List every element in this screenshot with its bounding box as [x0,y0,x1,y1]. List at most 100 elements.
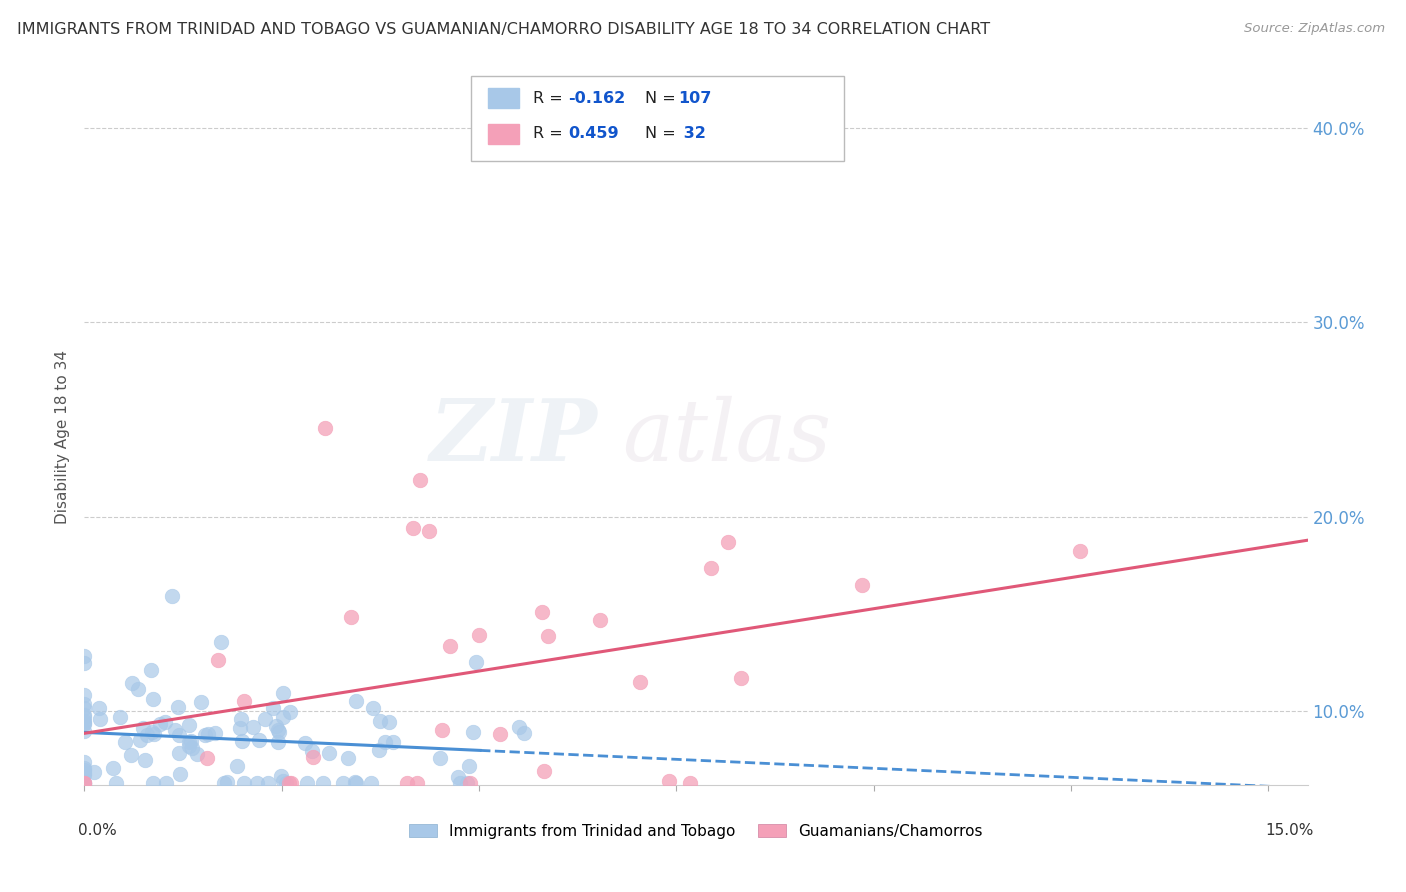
Point [253,712,276,726]
Point [195,751,218,765]
Point [142,776,165,790]
Point [270,769,292,783]
Point [344,694,367,708]
Point [658,773,681,788]
Point [395,776,418,790]
Point [266,723,288,737]
Point [1069,543,1091,558]
Point [449,776,471,790]
Point [463,725,485,739]
Point [382,734,405,748]
Point [294,735,316,749]
Point [190,694,212,708]
Point [340,609,363,624]
Point [314,421,336,435]
Point [73,765,96,780]
Point [136,728,159,742]
Point [730,671,752,685]
Point [700,561,723,575]
Point [628,674,651,689]
Point [271,773,294,788]
Point [456,776,478,790]
Point [142,692,165,706]
Point [73,776,96,790]
Point [179,735,201,749]
Point [242,720,264,734]
Point [297,776,319,790]
Point [273,685,295,699]
Point [232,776,254,790]
Point [332,776,354,790]
Point [231,733,253,747]
Point [232,694,254,708]
Point [73,776,96,790]
Point [533,764,555,779]
Point [301,750,323,764]
Point [368,743,391,757]
Point [312,776,335,790]
Point [488,727,510,741]
Point [114,734,136,748]
Point [166,700,188,714]
Text: Source: ZipAtlas.com: Source: ZipAtlas.com [1244,22,1385,36]
Text: 0.0%: 0.0% [79,823,117,838]
Point [374,735,396,749]
Point [217,775,239,789]
Point [179,739,201,753]
Text: atlas: atlas [623,396,832,478]
Point [378,715,401,730]
Point [402,521,425,535]
Point [73,710,96,724]
Point [73,716,96,731]
Point [280,776,302,790]
Point [73,716,96,731]
Point [73,689,96,703]
Point [274,776,297,790]
Text: 107: 107 [678,91,711,105]
Point [101,761,124,775]
Point [464,655,486,669]
Point [73,708,96,723]
Point [207,653,229,667]
Point [851,578,873,592]
Point [678,776,700,790]
Text: -0.162: -0.162 [568,91,626,105]
Point [468,627,491,641]
Point [73,763,96,777]
Point [432,723,454,738]
Y-axis label: Disability Age 18 to 34: Disability Age 18 to 34 [55,350,70,524]
Point [121,676,143,690]
Point [209,634,232,648]
Point [73,697,96,711]
Point [120,747,142,762]
Text: 32: 32 [678,127,706,141]
Point [132,721,155,735]
Point [73,714,96,728]
Point [343,775,366,789]
Point [134,753,156,767]
Point [153,715,176,730]
Text: R =: R = [533,91,568,105]
Point [370,714,392,728]
Point [458,776,481,790]
Point [262,700,284,714]
Point [458,759,481,773]
Point [73,776,96,790]
Point [186,747,208,762]
Point [530,605,553,619]
Point [194,728,217,742]
Point [363,700,385,714]
Point [169,767,191,781]
Point [73,776,96,790]
Point [127,681,149,696]
Point [267,725,290,739]
Point [214,776,236,790]
Point [179,718,201,732]
Point [429,750,451,764]
Point [418,524,440,539]
Point [73,761,96,775]
Point [229,712,252,726]
Text: N =: N = [645,127,682,141]
Point [73,768,96,782]
Point [73,657,96,671]
